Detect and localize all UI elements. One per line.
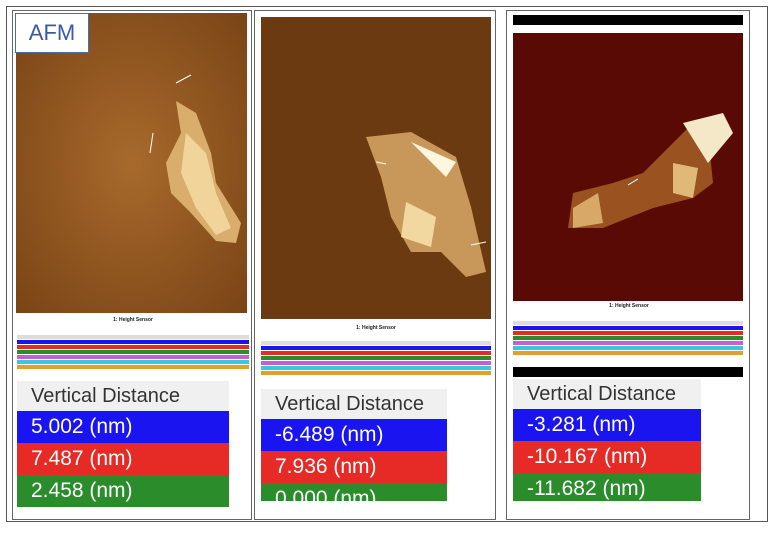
panel: 1: Height Sensor Vertical Distance -3.28… — [506, 10, 750, 520]
zoom-value: 7.487 (nm) — [17, 443, 229, 475]
zoom-box: Vertical Distance -6.489 (nm) 7.936 (nm)… — [261, 389, 447, 501]
table — [261, 341, 491, 376]
panel: 1: Height Sensor Vertical Distance 5.002… — [12, 10, 252, 520]
caption: 1: Height Sensor — [609, 303, 649, 309]
afm-image — [513, 33, 743, 301]
afm-image — [261, 17, 491, 319]
zoom-box: Vertical Distance -3.281 (nm) -10.167 (n… — [513, 379, 701, 501]
zoom-value: -3.281 (nm) — [513, 409, 701, 441]
zoom-value: 0.000 (nm) — [261, 483, 447, 501]
zoom-value: -6.489 (nm) — [261, 419, 447, 451]
zoom-value: -10.167 (nm) — [513, 441, 701, 473]
bar — [513, 15, 743, 25]
zoom-header: Vertical Distance — [261, 389, 447, 419]
panel: 1: Height Sensor Vertical Distance -6.48… — [254, 10, 496, 520]
bar — [513, 367, 743, 377]
zoom-header: Vertical Distance — [17, 381, 229, 411]
zoom-value: 7.936 (nm) — [261, 451, 447, 483]
afm-image — [16, 13, 247, 313]
zoom-box: Vertical Distance 5.002 (nm) 7.487 (nm) … — [17, 381, 229, 513]
table — [513, 321, 743, 356]
zoom-value: 5.002 (nm) — [17, 411, 229, 443]
zoom-value: -11.682 (nm) — [513, 473, 701, 501]
frame — [6, 6, 768, 522]
afm-label: AFM — [15, 13, 89, 53]
zoom-value: 2.458 (nm) — [17, 475, 229, 507]
zoom-header: Vertical Distance — [513, 379, 701, 409]
table — [17, 335, 249, 370]
caption: 1: Height Sensor — [113, 317, 153, 323]
caption: 1: Height Sensor — [356, 325, 396, 331]
